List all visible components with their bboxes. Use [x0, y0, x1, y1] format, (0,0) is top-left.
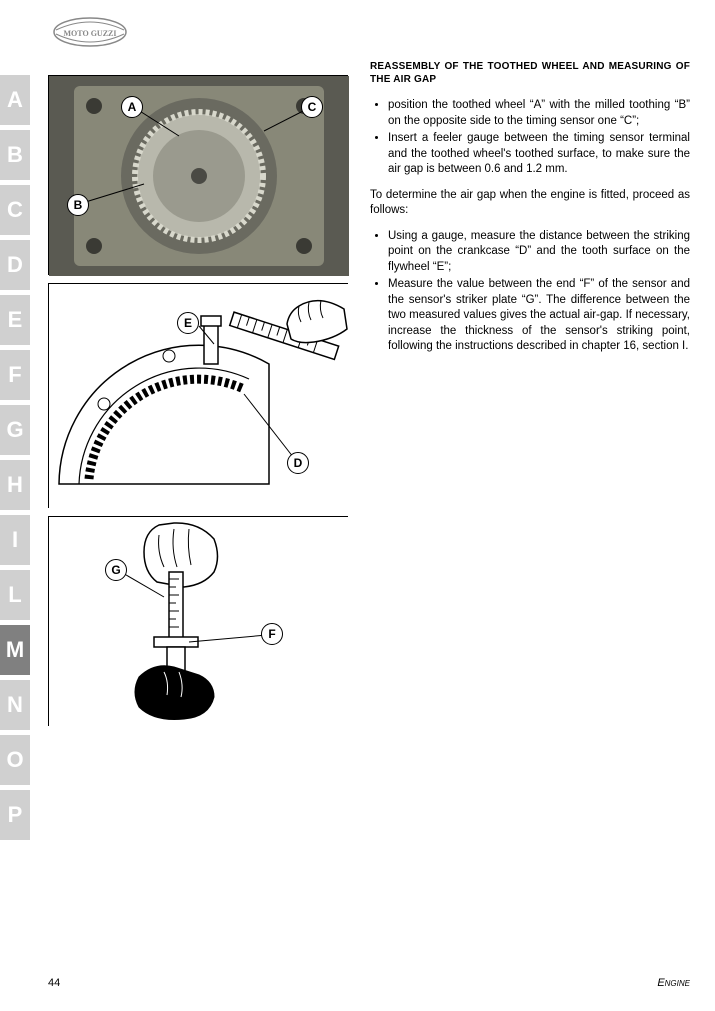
svg-text:MOTO GUZZI: MOTO GUZZI [64, 29, 117, 38]
callout-g: G [105, 559, 127, 581]
callout-b: B [67, 194, 89, 216]
figure-2: E D [48, 283, 348, 508]
tab-m[interactable]: M [0, 625, 30, 675]
paragraph: To determine the air gap when the engine… [370, 188, 690, 219]
brand-logo: MOTO GUZZI [50, 12, 130, 52]
list-item: Using a gauge, measure the distance betw… [388, 229, 690, 276]
callout-e: E [177, 312, 199, 334]
figure-2-illustration [49, 284, 349, 509]
callout-f: F [261, 623, 283, 645]
callout-a: A [121, 96, 143, 118]
text-column: Reassembly of the toothed wheel and meas… [370, 60, 690, 365]
tab-e[interactable]: E [0, 295, 30, 345]
figure-3: G F [48, 516, 348, 726]
section-heading: Reassembly of the toothed wheel and meas… [370, 60, 690, 86]
page-number: 44 [48, 977, 60, 989]
page-footer: 44 Engine [48, 977, 690, 989]
section-name: Engine [657, 977, 690, 989]
callout-c: C [301, 96, 323, 118]
figure-3-illustration [49, 517, 349, 727]
list-item: Insert a feeler gauge between the timing… [388, 131, 690, 178]
list-item: position the toothed wheel “A” with the … [388, 98, 690, 129]
tab-g[interactable]: G [0, 405, 30, 455]
tab-c[interactable]: C [0, 185, 30, 235]
figures-column: A B C [48, 75, 348, 734]
tab-o[interactable]: O [0, 735, 30, 785]
list-item: Measure the value between the end “F” of… [388, 277, 690, 355]
instruction-list-2: Using a gauge, measure the distance betw… [370, 229, 690, 355]
tab-d[interactable]: D [0, 240, 30, 290]
tab-a[interactable]: A [0, 75, 30, 125]
tab-h[interactable]: H [0, 460, 30, 510]
tab-f[interactable]: F [0, 350, 30, 400]
tab-p[interactable]: P [0, 790, 30, 840]
figure-1: A B C [48, 75, 348, 275]
tab-n[interactable]: N [0, 680, 30, 730]
tab-l[interactable]: L [0, 570, 30, 620]
callout-d: D [287, 452, 309, 474]
section-tabs: A B C D E F G H I L M N O P [0, 75, 30, 845]
instruction-list-1: position the toothed wheel “A” with the … [370, 98, 690, 178]
tab-b[interactable]: B [0, 130, 30, 180]
tab-i[interactable]: I [0, 515, 30, 565]
